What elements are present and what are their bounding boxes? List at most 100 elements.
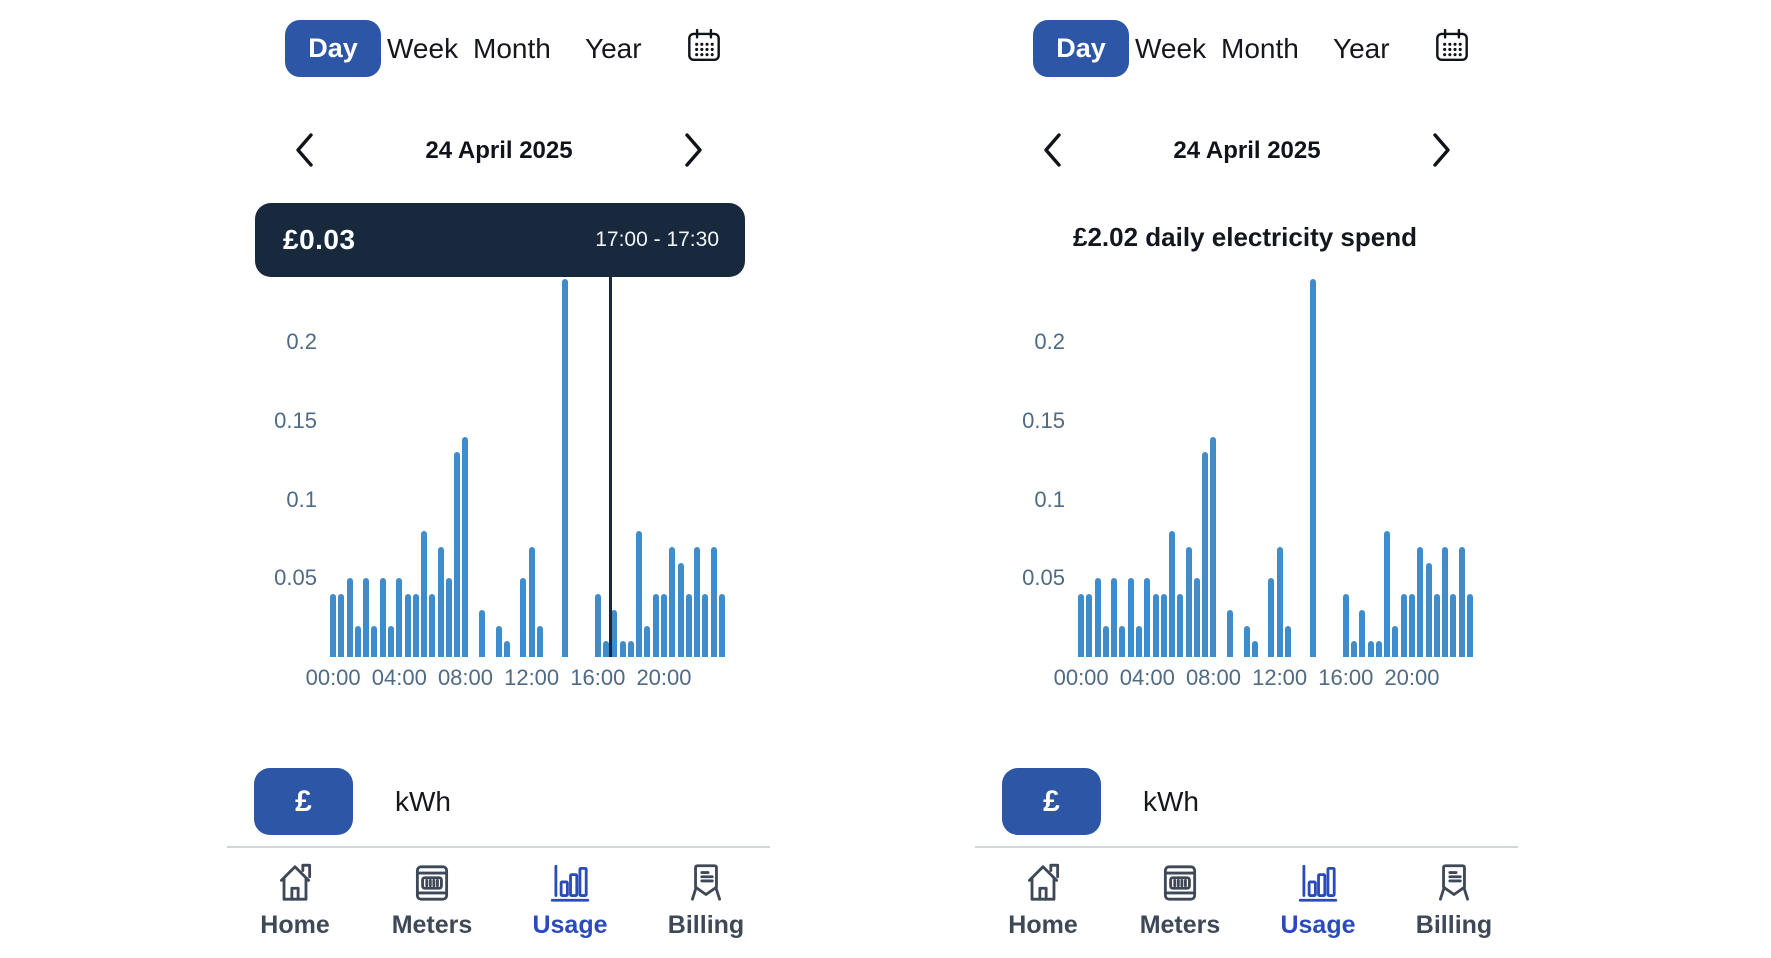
usage-bar[interactable] <box>495 625 502 657</box>
kwh-toggle-button[interactable]: kWh <box>395 768 451 835</box>
tab-day[interactable]: Day <box>1033 20 1129 77</box>
usage-bar[interactable] <box>1251 641 1258 657</box>
usage-bar[interactable] <box>388 625 395 657</box>
tab-year[interactable]: Year <box>1333 20 1390 77</box>
usage-bar[interactable] <box>371 625 378 657</box>
calendar-icon[interactable] <box>684 27 724 67</box>
usage-bar[interactable] <box>685 594 692 657</box>
usage-bar[interactable] <box>1111 578 1118 657</box>
next-day-chevron-icon[interactable] <box>675 131 711 171</box>
usage-bar[interactable] <box>1450 594 1457 657</box>
usage-bar[interactable] <box>437 546 444 657</box>
usage-bar[interactable] <box>520 578 527 657</box>
usage-bar[interactable] <box>1185 546 1192 657</box>
usage-bar[interactable] <box>412 594 419 657</box>
tab-year[interactable]: Year <box>585 20 642 77</box>
usage-bar[interactable] <box>710 546 717 657</box>
usage-bar[interactable] <box>1268 578 1275 657</box>
usage-bar[interactable] <box>636 531 643 657</box>
usage-bar[interactable] <box>1417 546 1424 657</box>
usage-bar[interactable] <box>1359 609 1366 657</box>
usage-bar[interactable] <box>1433 594 1440 657</box>
usage-bar[interactable] <box>1119 625 1126 657</box>
usage-bar[interactable] <box>1202 452 1209 657</box>
usage-bar[interactable] <box>429 594 436 657</box>
usage-bar[interactable] <box>1309 279 1316 657</box>
usage-bar[interactable] <box>454 452 461 657</box>
next-day-chevron-icon[interactable] <box>1423 131 1459 171</box>
tab-week[interactable]: Week <box>387 20 458 77</box>
nav-item-home[interactable]: Home <box>230 860 360 940</box>
usage-bar[interactable] <box>603 641 610 657</box>
usage-bar[interactable] <box>536 625 543 657</box>
usage-bar[interactable] <box>1243 625 1250 657</box>
usage-bar[interactable] <box>421 531 428 657</box>
nav-item-billing[interactable]: Billing <box>1389 860 1519 940</box>
usage-bar[interactable] <box>1144 578 1151 657</box>
usage-bar[interactable] <box>363 578 370 657</box>
usage-bar[interactable] <box>1466 594 1473 657</box>
plot-area[interactable] <box>329 277 726 657</box>
nav-item-home[interactable]: Home <box>978 860 1108 940</box>
kwh-toggle-button[interactable]: kWh <box>1143 768 1199 835</box>
usage-bar[interactable] <box>1276 546 1283 657</box>
usage-bar[interactable] <box>702 594 709 657</box>
usage-bar[interactable] <box>677 562 684 657</box>
usage-bar[interactable] <box>1375 641 1382 657</box>
usage-bar[interactable] <box>346 578 353 657</box>
nav-item-meters[interactable]: Meters <box>1115 860 1245 940</box>
tab-week[interactable]: Week <box>1135 20 1206 77</box>
usage-bar[interactable] <box>1160 594 1167 657</box>
calendar-icon[interactable] <box>1432 27 1472 67</box>
usage-bar[interactable] <box>1425 562 1432 657</box>
usage-bar[interactable] <box>1351 641 1358 657</box>
nav-item-usage[interactable]: Usage <box>1253 860 1383 940</box>
usage-bar[interactable] <box>694 546 701 657</box>
usage-bar[interactable] <box>396 578 403 657</box>
usage-bar[interactable] <box>1367 641 1374 657</box>
usage-bar[interactable] <box>1342 594 1349 657</box>
usage-bar[interactable] <box>660 594 667 657</box>
usage-bar[interactable] <box>1400 594 1407 657</box>
usage-bar[interactable] <box>379 578 386 657</box>
usage-bar[interactable] <box>1193 578 1200 657</box>
usage-bar[interactable] <box>1136 625 1143 657</box>
usage-bar[interactable] <box>354 625 361 657</box>
usage-bar[interactable] <box>1078 594 1085 657</box>
usage-bar[interactable] <box>330 594 337 657</box>
tab-month[interactable]: Month <box>473 20 551 77</box>
usage-bar[interactable] <box>1177 594 1184 657</box>
usage-bar[interactable] <box>594 594 601 657</box>
usage-bar[interactable] <box>1408 594 1415 657</box>
usage-bar[interactable] <box>1102 625 1109 657</box>
usage-bar[interactable] <box>1086 594 1093 657</box>
tab-day[interactable]: Day <box>285 20 381 77</box>
usage-bar[interactable] <box>404 594 411 657</box>
usage-bar[interactable] <box>652 594 659 657</box>
usage-bar[interactable] <box>1152 594 1159 657</box>
usage-bar[interactable] <box>445 578 452 657</box>
usage-bar[interactable] <box>669 546 676 657</box>
usage-bar[interactable] <box>1284 625 1291 657</box>
previous-day-chevron-icon[interactable] <box>1035 131 1071 171</box>
currency-toggle-button[interactable]: £ <box>254 768 353 835</box>
usage-bar[interactable] <box>503 641 510 657</box>
usage-bar[interactable] <box>1458 546 1465 657</box>
tab-month[interactable]: Month <box>1221 20 1299 77</box>
nav-item-meters[interactable]: Meters <box>367 860 497 940</box>
usage-bar[interactable] <box>619 641 626 657</box>
usage-bar[interactable] <box>1442 546 1449 657</box>
nav-item-usage[interactable]: Usage <box>505 860 635 940</box>
usage-bar[interactable] <box>627 641 634 657</box>
usage-bar[interactable] <box>338 594 345 657</box>
usage-bar[interactable] <box>644 625 651 657</box>
currency-toggle-button[interactable]: £ <box>1002 768 1101 835</box>
usage-bar[interactable] <box>718 594 725 657</box>
previous-day-chevron-icon[interactable] <box>287 131 323 171</box>
nav-item-billing[interactable]: Billing <box>641 860 771 940</box>
usage-bar[interactable] <box>1127 578 1134 657</box>
usage-bar[interactable] <box>528 546 535 657</box>
usage-bar[interactable] <box>1384 531 1391 657</box>
usage-bar[interactable] <box>1227 609 1233 657</box>
usage-bar[interactable] <box>1210 436 1217 657</box>
